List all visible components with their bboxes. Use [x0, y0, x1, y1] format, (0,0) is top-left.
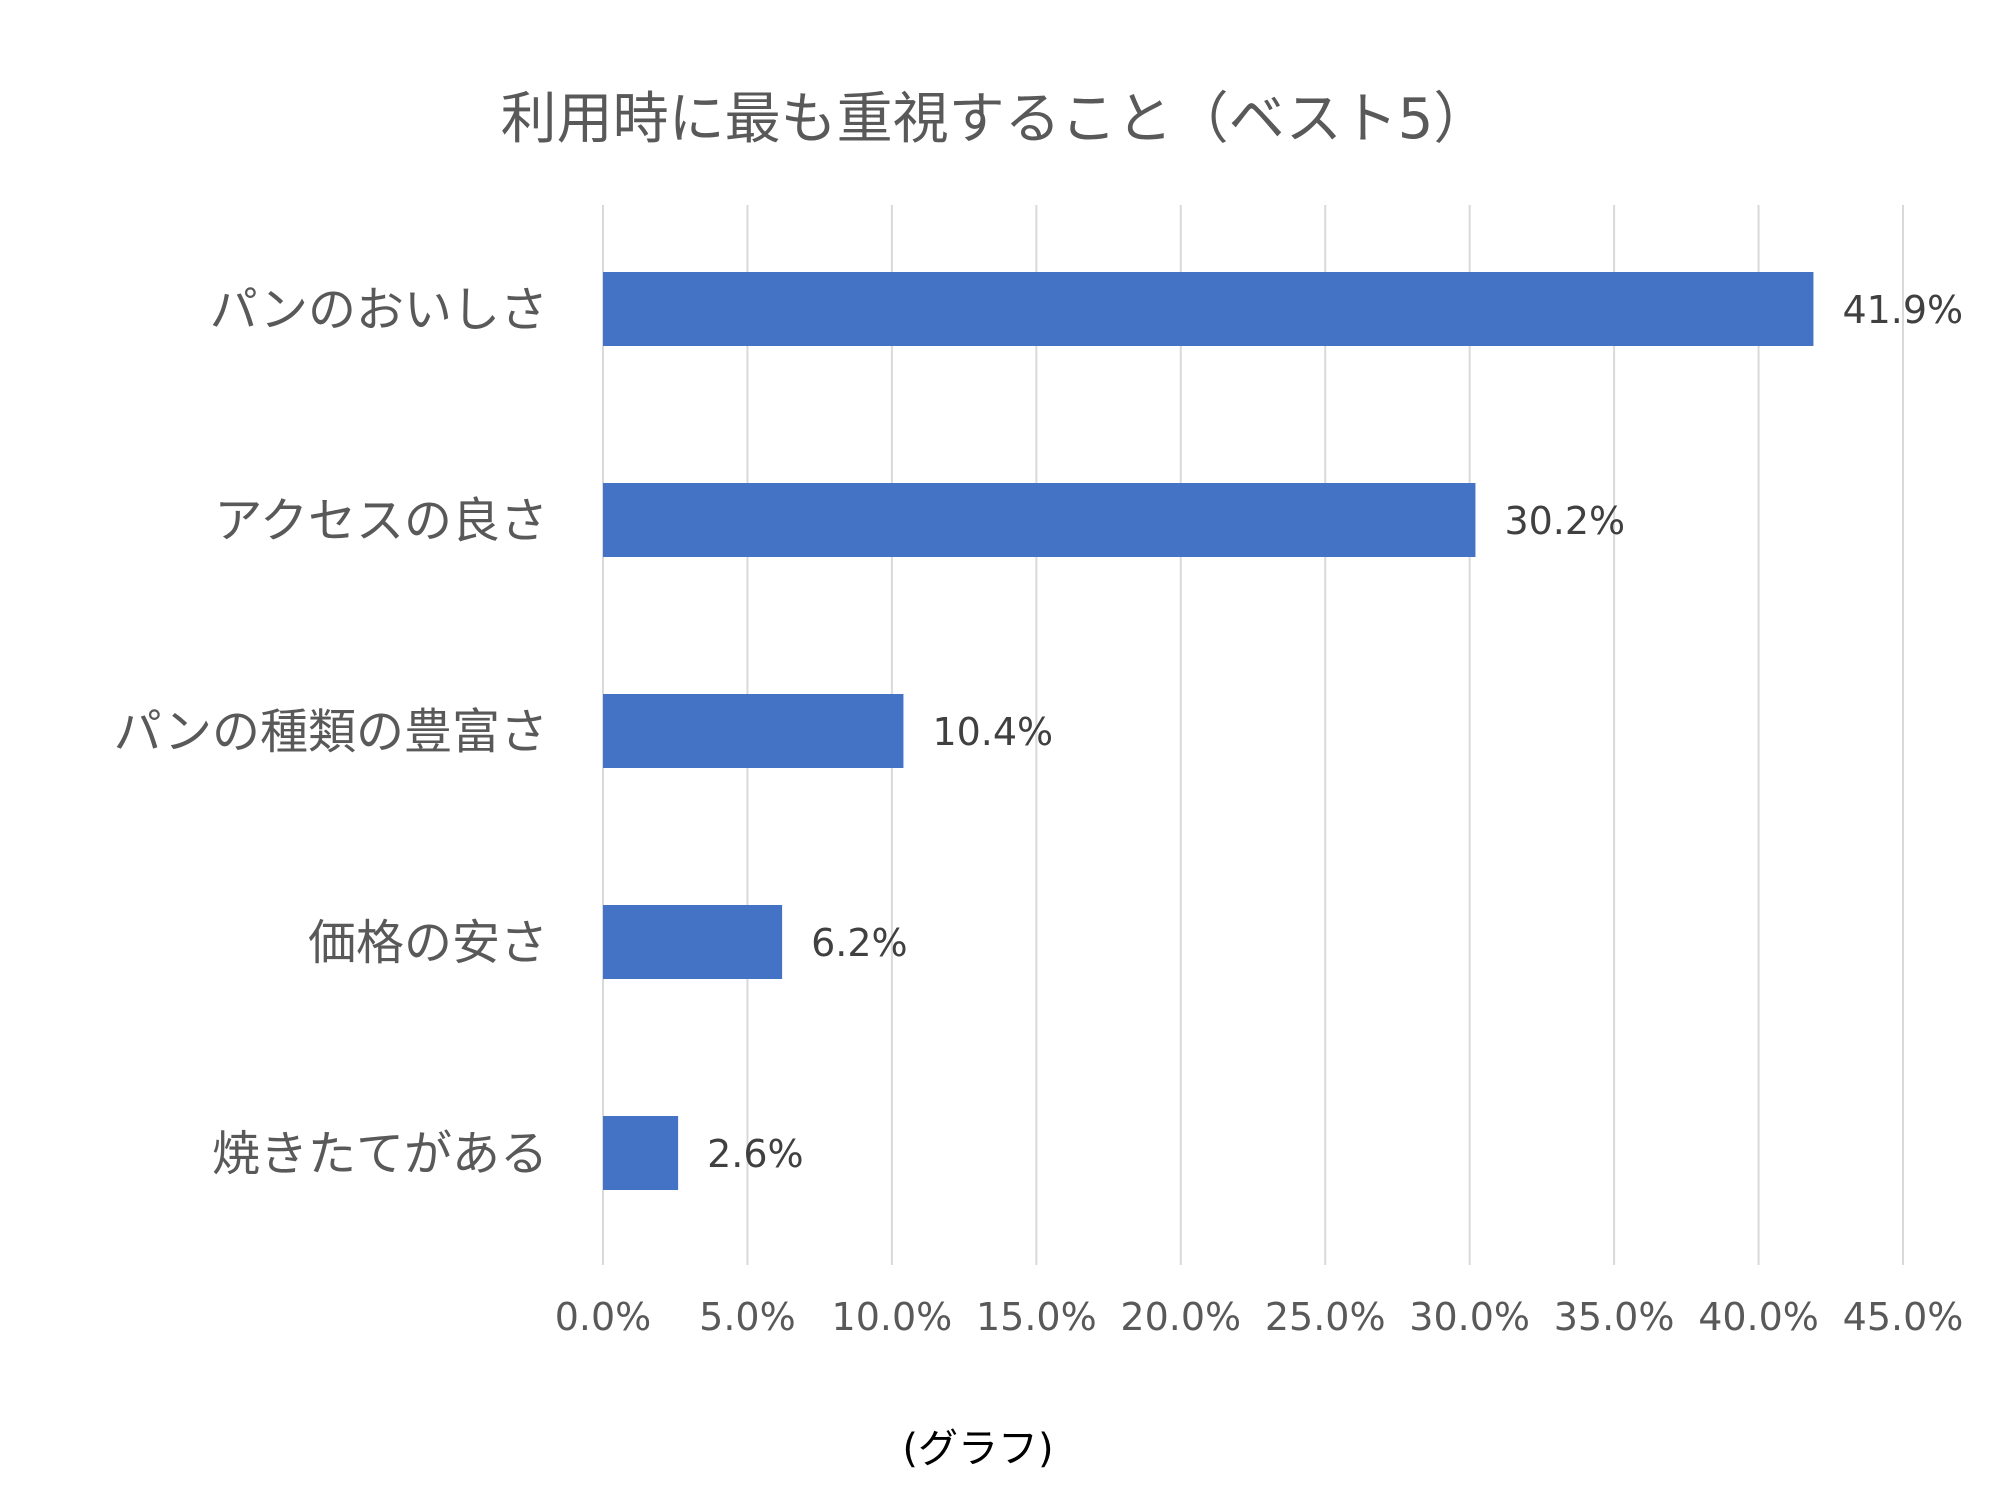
gridlines	[602, 205, 1904, 1265]
category-label: 価格の安さ	[308, 915, 548, 971]
x-tick-label: 20.0%	[1120, 1295, 1241, 1339]
x-tick-label: 40.0%	[1698, 1295, 1819, 1339]
x-tick-label: 30.0%	[1409, 1295, 1530, 1339]
data-label: 41.9%	[1842, 288, 1963, 332]
x-tick-label: 45.0%	[1843, 1295, 1964, 1339]
x-tick-label: 25.0%	[1265, 1295, 1386, 1339]
bar	[603, 483, 1476, 557]
bar	[603, 272, 1814, 346]
bars	[603, 272, 1814, 1190]
bar	[603, 1116, 679, 1190]
bar	[603, 694, 904, 768]
x-tick-label: 15.0%	[976, 1295, 1097, 1339]
data-label: 2.6%	[707, 1132, 804, 1176]
x-axis-tick-labels: 0.0% 5.0% 10.0% 15.0% 20.0% 25.0% 30.0% 35.0% 40…	[555, 1295, 1964, 1339]
x-tick-label: 35.0%	[1554, 1295, 1675, 1339]
value-labels: 41.9% 30.2% 10.4% 6.2% 2.6%	[707, 288, 1963, 1176]
data-label: 30.2%	[1504, 499, 1625, 543]
category-label: 焼きたてがある	[212, 1126, 548, 1182]
chart-caption: (グラフ)	[902, 1426, 1053, 1472]
chart-title: 利用時に最も重視すること（ベスト5）	[501, 87, 1490, 152]
category-label: パンのおいしさ	[210, 282, 548, 338]
category-label: アクセスの良さ	[214, 493, 548, 549]
data-label: 6.2%	[811, 921, 908, 965]
bar	[603, 905, 783, 979]
x-tick-label: 10.0%	[832, 1295, 953, 1339]
x-tick-label: 0.0%	[555, 1295, 652, 1339]
x-tick-label: 5.0%	[699, 1295, 796, 1339]
data-label: 10.4%	[932, 710, 1053, 754]
category-label: パンの種類の豊富さ	[114, 704, 548, 760]
